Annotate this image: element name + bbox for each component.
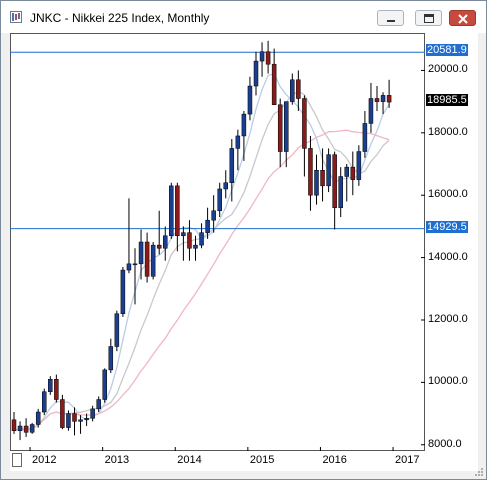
candle-body: [84, 417, 89, 421]
y-tick-label: 18000.0: [428, 125, 468, 138]
close-icon: [458, 14, 468, 24]
candle-body: [332, 154, 337, 208]
candle-body: [350, 166, 356, 180]
candle-body: [308, 148, 313, 196]
candle-body: [302, 98, 307, 149]
candle-body: [259, 51, 265, 62]
candle-body: [138, 241, 144, 265]
x-tick-label: 2014: [177, 454, 202, 466]
candle-body: [11, 419, 17, 431]
candle-body: [48, 379, 53, 392]
plot-area[interactable]: [10, 33, 425, 451]
candle-body: [54, 379, 59, 400]
candle-body: [277, 104, 283, 152]
candle-body: [290, 79, 295, 102]
candle-body: [144, 241, 150, 277]
candle-body: [362, 123, 368, 152]
candle-body: [326, 154, 331, 187]
scroll-marker[interactable]: [12, 453, 22, 467]
candle-body: [102, 369, 107, 400]
candle-body: [217, 188, 222, 212]
candle-body: [150, 244, 156, 277]
candle-body: [271, 63, 277, 105]
candle-body: [60, 399, 65, 428]
candle-body: [114, 313, 120, 347]
minimize-icon: [387, 20, 395, 22]
candle-body: [126, 263, 132, 271]
candle-body: [78, 419, 83, 422]
x-tick-label: 2015: [249, 454, 275, 466]
x-tick-label: 2013: [104, 454, 130, 466]
candle-body: [386, 95, 392, 103]
candle-body: [199, 232, 204, 246]
candle-body: [181, 232, 186, 237]
candle-body: [235, 135, 241, 149]
candle-body: [223, 182, 228, 190]
candle-body: [156, 244, 162, 249]
candle-body: [96, 399, 101, 410]
candle-body: [374, 98, 380, 102]
candle-body: [108, 346, 114, 371]
maximize-icon: [424, 14, 434, 23]
ma-fast-line: [13, 72, 390, 432]
candle-body: [169, 185, 174, 237]
candle-body: [205, 219, 210, 233]
candlestick-chart[interactable]: [10, 33, 425, 451]
candle-body: [211, 210, 216, 221]
y-tick-label: 20000.0: [428, 63, 468, 76]
candle-body: [163, 235, 168, 249]
candle-body: [35, 411, 41, 425]
candle-body: [132, 263, 138, 266]
candle-body: [253, 60, 259, 87]
title-bar[interactable]: JNKC - Nikkei 225 Index, Monthly: [1, 1, 486, 33]
candle-body: [187, 232, 192, 249]
candle-body: [29, 424, 35, 433]
maximize-button[interactable]: [415, 10, 442, 26]
candle-body: [314, 170, 319, 196]
candle-body: [241, 113, 247, 137]
candle-body: [120, 269, 126, 314]
level-price-tag: 14929.5: [426, 220, 468, 233]
chart-app-icon: [10, 11, 22, 23]
y-tick-label: 10000.0: [428, 375, 468, 388]
y-tick-label: 14000.0: [428, 250, 468, 263]
candle-body: [338, 176, 343, 208]
candle-body: [17, 425, 23, 431]
minimize-button[interactable]: [377, 10, 404, 26]
candle-body: [296, 79, 301, 99]
last-price-tag: 18985.5: [426, 94, 468, 107]
x-tick-label: 2012: [32, 454, 57, 466]
close-button[interactable]: [449, 10, 476, 26]
candle-body: [66, 413, 71, 428]
resize-grip-icon[interactable]: [474, 467, 484, 477]
candle-body: [229, 148, 235, 183]
y-tick-label: 8000.0: [428, 437, 462, 450]
y-tick-label: 12000.0: [428, 312, 468, 325]
candle-body: [380, 95, 386, 102]
window-title: JNKC - Nikkei 225 Index, Monthly: [30, 11, 210, 25]
candle-body: [72, 413, 77, 422]
candle-body: [247, 85, 253, 115]
candle-body: [193, 244, 198, 249]
candle-body: [344, 166, 349, 177]
candle-body: [175, 185, 180, 237]
x-tick-label: 2016: [322, 454, 347, 466]
candle-body: [320, 170, 325, 187]
y-tick-label: 16000.0: [428, 188, 468, 201]
candle-body: [90, 408, 95, 419]
candle-body: [368, 98, 374, 124]
candle-body: [284, 101, 289, 152]
candle-body: [265, 51, 271, 65]
x-tick-label: 2017: [395, 454, 420, 466]
level-price-tag: 20581.9: [426, 44, 468, 57]
candle-body: [23, 425, 29, 433]
chart-area[interactable]: 8000.0 10000.0 12000.0 14000.0 16000.0 18000.…: [10, 33, 478, 471]
ma-mid-line: [13, 90, 390, 432]
candle-body: [356, 151, 362, 180]
candle-body: [42, 391, 47, 413]
